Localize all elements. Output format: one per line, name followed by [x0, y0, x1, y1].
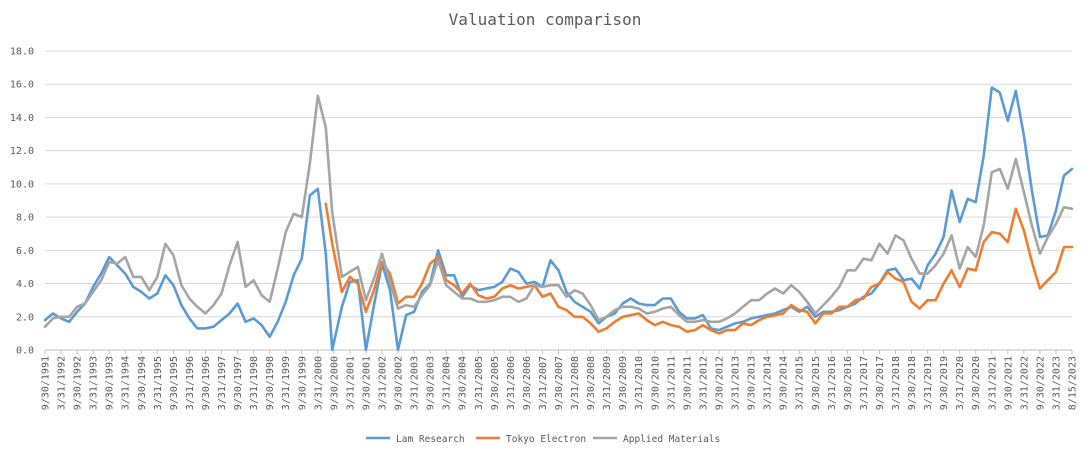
x-tick-label: 9/30/1994: [137, 356, 148, 410]
x-tick-label: 9/30/2009: [618, 356, 629, 410]
x-tick-label: 9/30/2011: [682, 356, 693, 410]
x-tick-label: 9/30/1998: [265, 356, 276, 410]
x-tick-label: 9/30/1991: [41, 356, 52, 410]
x-tick-label: 3/31/2007: [538, 356, 549, 410]
x-tick-label: 9/30/1992: [73, 356, 84, 410]
x-tick-label: 9/30/2016: [843, 356, 854, 410]
x-tick-label: 9/30/2005: [490, 356, 501, 410]
y-tick-label: 8.0: [16, 213, 34, 224]
x-tick-label: 9/30/2002: [394, 356, 405, 410]
x-tick-label: 3/31/1995: [153, 356, 164, 410]
legend-label: Tokyo Electron: [506, 434, 586, 445]
x-tick-label: 3/31/2003: [410, 356, 421, 410]
x-tick-label: 3/31/2006: [506, 356, 517, 410]
legend-label: Applied Materials: [623, 434, 720, 445]
series-line-applied-materials: [43, 94, 1074, 329]
x-tick-label: 3/31/2001: [345, 356, 356, 410]
series-line-lam-research: [43, 86, 1074, 352]
x-tick-label: 9/30/2020: [971, 356, 982, 410]
x-tick-label: 3/31/2018: [891, 356, 902, 410]
x-tick-label: 9/30/2007: [554, 356, 565, 410]
x-tick-label: 9/30/2001: [361, 356, 372, 410]
x-tick-label: 3/31/2023: [1051, 356, 1062, 410]
x-tick-label: 9/30/2006: [522, 356, 533, 410]
x-tick-label: 9/30/1999: [297, 356, 308, 410]
y-tick-label: 10.0: [10, 179, 34, 190]
x-tick-label: 9/30/2003: [426, 356, 437, 410]
x-tick-label: 3/31/2009: [602, 356, 613, 410]
x-tick-label: 3/31/2014: [763, 356, 774, 410]
x-tick-label: 9/30/2012: [714, 356, 725, 410]
x-tick-label: 3/31/1992: [57, 356, 68, 410]
x-tick-label: 9/30/1996: [201, 356, 212, 410]
x-tick-label: 3/31/2021: [987, 356, 998, 410]
y-tick-label: 2.0: [16, 312, 34, 323]
x-tick-label: 3/31/2005: [474, 356, 485, 410]
legend: Lam Research Tokyo Electron Applied Materi…: [366, 434, 720, 445]
y-tick-label: 6.0: [16, 246, 34, 257]
y-axis: 0.0 2.0 4.0 6.0 8.0 10.0 12.0 14.0 16.0 18.0: [10, 47, 34, 357]
x-tick-label: 3/31/2017: [859, 356, 870, 410]
x-tick-label: 9/30/2004: [458, 356, 469, 410]
x-tick-label: 3/31/1998: [249, 356, 260, 410]
x-tick-label: 9/30/2018: [907, 356, 918, 410]
x-tick-label: 3/31/2004: [442, 356, 453, 410]
x-tick-label: 3/31/2011: [666, 356, 677, 410]
x-tick-label: 3/31/2000: [313, 356, 324, 410]
x-tick-label: 9/30/2008: [586, 356, 597, 410]
y-tick-label: 4.0: [16, 279, 34, 290]
x-tick-label: 9/30/2021: [1003, 356, 1014, 410]
y-tick-label: 16.0: [10, 80, 34, 91]
x-tick-label: 9/30/1995: [169, 356, 180, 410]
x-tick-label: 3/31/2013: [731, 356, 742, 410]
x-tick-label: 3/31/2012: [698, 356, 709, 410]
x-tick-label: 9/30/2000: [329, 356, 340, 410]
x-tick-label: 3/31/1993: [89, 356, 100, 410]
y-tick-label: 0.0: [16, 346, 34, 357]
gridlines: [45, 50, 1072, 351]
x-tick-label: 9/30/2014: [779, 356, 790, 410]
chart-title: Valuation comparison: [449, 10, 642, 29]
x-tick-label: 3/31/2016: [827, 356, 838, 410]
x-tick-label: 3/31/1996: [185, 356, 196, 410]
y-tick-label: 14.0: [10, 113, 34, 124]
x-tick-label: 9/30/2019: [939, 356, 950, 410]
x-tick-label: 3/31/1999: [281, 356, 292, 410]
series-line-tokyo-electron: [324, 202, 1074, 335]
x-tick-label: 3/31/1997: [217, 356, 228, 410]
x-tick-label: 3/31/2008: [570, 356, 581, 410]
x-tick-label: 3/31/2002: [377, 356, 388, 410]
x-tick-label: 9/30/1997: [233, 356, 244, 410]
series-lines: [43, 86, 1074, 352]
x-tick-label: 9/30/2015: [811, 356, 822, 410]
x-axis: 9/30/1991 3/31/1992 9/30/1992 3/31/1993 9/30…: [41, 350, 1079, 410]
x-tick-label: 8/15/2023: [1068, 356, 1079, 410]
x-tick-label: 3/31/2010: [634, 356, 645, 410]
legend-label: Lam Research: [396, 434, 465, 445]
x-tick-label: 9/30/2022: [1035, 356, 1046, 410]
x-tick-label: 3/31/2022: [1019, 356, 1030, 410]
x-tick-label: 3/31/2020: [955, 356, 966, 410]
x-tick-label: 9/30/2017: [875, 356, 886, 410]
y-tick-label: 12.0: [10, 146, 34, 157]
x-tick-label: 9/30/2013: [747, 356, 758, 410]
x-tick-label: 9/30/2010: [650, 356, 661, 410]
x-tick-label: 3/31/2019: [923, 356, 934, 410]
x-tick-label: 9/30/1993: [105, 356, 116, 410]
x-tick-label: 3/31/2015: [795, 356, 806, 410]
y-tick-label: 18.0: [10, 47, 34, 58]
x-tick-label: 3/31/1994: [121, 356, 132, 410]
